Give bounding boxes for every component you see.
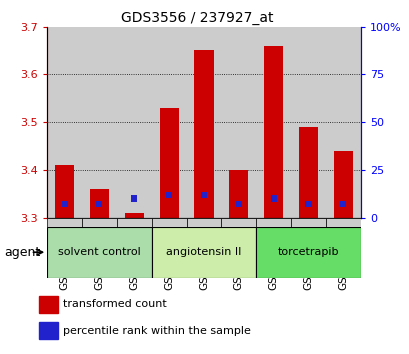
Bar [96,201,102,207]
Bar [290,218,325,227]
Text: transformed count: transformed count [63,299,166,309]
Text: angiotensin II: angiotensin II [166,247,241,257]
Text: solvent control: solvent control [58,247,140,257]
Bar [61,201,67,207]
Bar [235,201,241,207]
Bar [290,27,325,218]
Bar [221,27,256,218]
Bar [339,201,346,207]
Bar [256,218,290,227]
Bar [194,51,213,218]
Bar [131,195,137,202]
Bar [200,192,207,198]
Bar [325,218,360,227]
Text: agent: agent [4,246,40,259]
Text: GSM399574: GSM399574 [129,227,139,290]
Bar [221,218,256,227]
Bar [229,170,248,218]
Bar [124,213,144,218]
Bar [333,151,352,218]
Text: GSM399578: GSM399578 [268,227,278,290]
Bar [186,218,221,227]
Bar [256,27,290,218]
Bar [263,46,283,218]
Bar [117,218,151,227]
Bar [325,27,360,218]
Text: GDS3556 / 237927_at: GDS3556 / 237927_at [120,11,272,25]
Bar [151,27,186,218]
Bar [90,189,109,218]
Bar [166,192,172,198]
Bar [298,127,317,218]
Text: GSM399572: GSM399572 [59,227,70,290]
Bar [82,27,117,218]
Text: GSM399573: GSM399573 [94,227,104,290]
Bar [47,27,82,218]
Bar [47,218,82,227]
Bar [151,218,186,227]
Bar [117,27,151,218]
Bar [159,108,178,218]
Text: percentile rank within the sample: percentile rank within the sample [63,326,250,336]
Text: torcetrapib: torcetrapib [277,247,339,257]
Text: GSM399575: GSM399575 [164,227,174,290]
Text: GSM399580: GSM399580 [337,227,348,290]
Bar [39,296,58,313]
Text: GSM399576: GSM399576 [198,227,209,290]
Bar [256,227,360,278]
Text: GSM399579: GSM399579 [303,227,313,290]
Bar [47,227,151,278]
Bar [305,201,311,207]
Bar [186,27,221,218]
Bar [55,165,74,218]
Bar [39,322,58,339]
Text: GSM399577: GSM399577 [233,227,243,290]
Bar [151,227,256,278]
Bar [82,218,117,227]
Bar [270,195,276,202]
